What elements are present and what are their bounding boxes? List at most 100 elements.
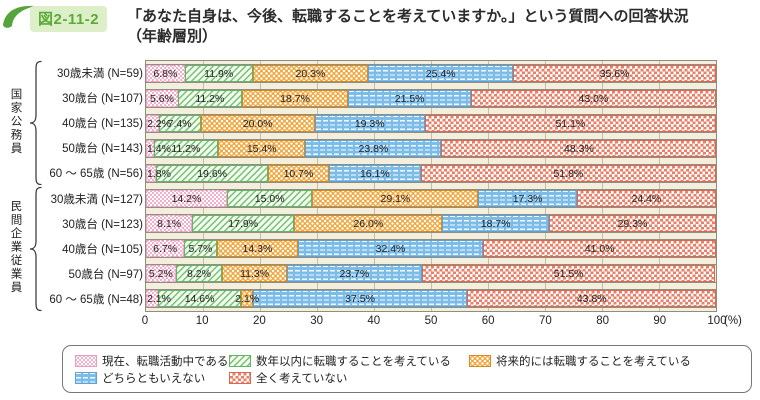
gridline bbox=[203, 61, 204, 311]
legend-item: 将来的には転職することを考えている bbox=[469, 353, 739, 369]
x-axis-tick: 100 bbox=[707, 315, 727, 327]
segment-value-label: 43.0% bbox=[578, 92, 609, 105]
x-axis-tick: 50 bbox=[424, 315, 438, 327]
row-label: 30歳未満 (N=59) bbox=[57, 67, 143, 80]
row-label: 50歳台 (N=97) bbox=[68, 269, 143, 282]
legend-label: 現在、転職活動中である bbox=[102, 356, 229, 368]
gridline bbox=[374, 61, 375, 311]
stacked-bar: 5.2% 8.2% 11.3% 23.7% 51.5% bbox=[146, 264, 716, 283]
stacked-bar: 1.4% 11.2% 15.4% 23.8% 48.3% bbox=[146, 139, 716, 158]
bar-segment-green-hatch bbox=[184, 240, 217, 257]
segment-value-label: 37.5% bbox=[345, 292, 375, 305]
segment-value-label: 29.3% bbox=[617, 217, 648, 230]
legend-swatch-pink-dots bbox=[75, 355, 97, 367]
group-label-private-employees: 民間企業従業員 bbox=[9, 200, 22, 295]
row-label: 40歳台 (N=105) bbox=[62, 244, 143, 257]
segment-value-label: 20.0% bbox=[242, 117, 273, 130]
segment-value-label: 51.5% bbox=[553, 267, 584, 280]
segment-value-label: 2.1% bbox=[235, 292, 260, 305]
bar-row: 6.7% 5.7% 14.3% 32.4% 41.0% bbox=[146, 236, 716, 261]
bar-segment-red-checker bbox=[513, 65, 716, 82]
stacked-bar: 2.2% 7.4% 20.0% 19.3% 51.1% bbox=[146, 114, 716, 133]
segment-value-label: 2.1% bbox=[147, 292, 171, 305]
segment-value-label: 23.8% bbox=[358, 142, 389, 155]
row-label: 30歳台 (N=123) bbox=[62, 218, 143, 231]
bar-segment-red-checker bbox=[576, 190, 716, 207]
gridline bbox=[602, 61, 603, 311]
legend-item: 全く考えていない bbox=[229, 370, 469, 386]
segment-value-label: 18.7% bbox=[480, 217, 511, 230]
stacked-bar: 6.8% 11.9% 20.3% 25.4% 35.6% bbox=[146, 64, 716, 83]
gridline bbox=[659, 61, 660, 311]
legend-label: 将来的には転職することを考えている bbox=[496, 356, 691, 368]
legend-swatch-blue-lines bbox=[75, 372, 97, 384]
bar-row: 1.4% 11.2% 15.4% 23.8% 48.3% bbox=[146, 136, 716, 161]
bar-segment-blue-lines bbox=[253, 290, 467, 307]
segment-value-label: 35.6% bbox=[599, 67, 630, 80]
bar-segment-red-checker bbox=[482, 240, 716, 257]
bar-segment-green-hatch bbox=[153, 140, 218, 157]
bar-segment-orange-dots bbox=[241, 90, 349, 107]
row-label: 30歳未満 (N=127) bbox=[50, 193, 143, 206]
bar-segment-green-hatch bbox=[157, 290, 242, 307]
x-axis-tick: 80 bbox=[596, 315, 609, 327]
x-axis-tick: 40 bbox=[367, 315, 381, 327]
gridline bbox=[260, 61, 261, 311]
segment-value-label: 14.6% bbox=[184, 292, 215, 305]
bar-segment-blue-lines bbox=[478, 190, 577, 207]
bar-segment-red-checker bbox=[466, 290, 716, 307]
bar-segment-green-hatch bbox=[226, 190, 313, 207]
segment-value-label: 18.7% bbox=[280, 92, 310, 105]
bar-row: 2.2% 7.4% 20.0% 19.3% 51.1% bbox=[146, 111, 716, 136]
segment-value-label: 19.3% bbox=[354, 117, 385, 130]
segment-value-label: 29.1% bbox=[380, 192, 411, 205]
bar-segment-pink-dots bbox=[146, 165, 157, 182]
segment-value-label: 51.1% bbox=[555, 117, 586, 130]
stacked-bar: 1.8% 19.6% 10.7% 16.1% 51.8% bbox=[146, 164, 716, 183]
bar-row: 2.1% 14.6% 2.1% 37.5% 43.8% bbox=[146, 286, 716, 311]
segment-value-label: 48.3% bbox=[564, 142, 594, 155]
bar-segment-red-checker bbox=[470, 90, 716, 107]
segment-value-label: 15.0% bbox=[254, 192, 285, 205]
plot-area: 6.8% 11.9% 20.3% 25.4% 35.6% 5.6% 11.2% 18.7% 21… bbox=[145, 60, 717, 312]
bar-row: 5.2% 8.2% 11.3% 23.7% 51.5% bbox=[146, 261, 716, 286]
segment-value-label: 10.7% bbox=[283, 167, 314, 180]
bar-segment-pink-dots bbox=[146, 240, 185, 257]
gridline bbox=[488, 61, 489, 311]
bar-row: 5.6% 11.2% 18.7% 21.5% 43.0% bbox=[146, 86, 716, 111]
stacked-bar: 5.6% 11.2% 18.7% 21.5% 43.0% bbox=[146, 89, 716, 108]
segment-value-label: 6.7% bbox=[153, 242, 178, 255]
gridline bbox=[545, 61, 546, 311]
bar-segment-blue-lines bbox=[314, 115, 425, 132]
bar-segment-blue-lines bbox=[286, 265, 422, 282]
segment-value-label: 5.2% bbox=[148, 267, 173, 280]
bar-segment-red-checker bbox=[420, 165, 716, 182]
segment-value-label: 14.2% bbox=[171, 192, 202, 205]
bar-segment-green-hatch bbox=[192, 215, 295, 232]
bar-segment-pink-dots bbox=[146, 140, 154, 157]
legend-swatch-green-hatch bbox=[229, 355, 251, 367]
segment-value-label: 11.2% bbox=[171, 142, 201, 155]
group-label-civil-servants: 国家公務員 bbox=[9, 88, 22, 156]
bar-segment-orange-dots bbox=[216, 240, 299, 257]
segment-value-label: 24.4% bbox=[631, 192, 662, 205]
legend-item: 数年以内に転職することを考えている bbox=[229, 353, 469, 369]
bar-segment-blue-lines bbox=[442, 215, 549, 232]
figure-number-badge: 図2-11-2 bbox=[30, 6, 108, 32]
bar-segment-orange-dots bbox=[200, 115, 315, 132]
segment-value-label: 5.6% bbox=[149, 92, 174, 105]
x-axis-tick: 90 bbox=[653, 315, 667, 327]
bar-segment-red-checker bbox=[440, 140, 716, 157]
figure-title: 「あなた自身は、今後、転職することを考えていますか。」という質問への回答状況 （… bbox=[127, 7, 752, 47]
stacked-bar: 8.1% 17.9% 26.0% 18.7% 29.3% bbox=[146, 214, 716, 233]
segment-value-label: 21.5% bbox=[394, 92, 425, 105]
row-label: 50歳台 (N=143) bbox=[62, 143, 143, 156]
bar-segment-orange-dots bbox=[267, 165, 329, 182]
bar-segment-green-hatch bbox=[175, 265, 223, 282]
row-label: 60 ～ 65歳 (N=48) bbox=[49, 294, 143, 307]
bar-row: 1.8% 19.6% 10.7% 16.1% 51.8% bbox=[146, 161, 716, 186]
legend-swatch-red-checker bbox=[229, 372, 251, 384]
segment-value-label: 19.6% bbox=[197, 167, 227, 180]
segment-value-label: 26.0% bbox=[353, 217, 384, 230]
